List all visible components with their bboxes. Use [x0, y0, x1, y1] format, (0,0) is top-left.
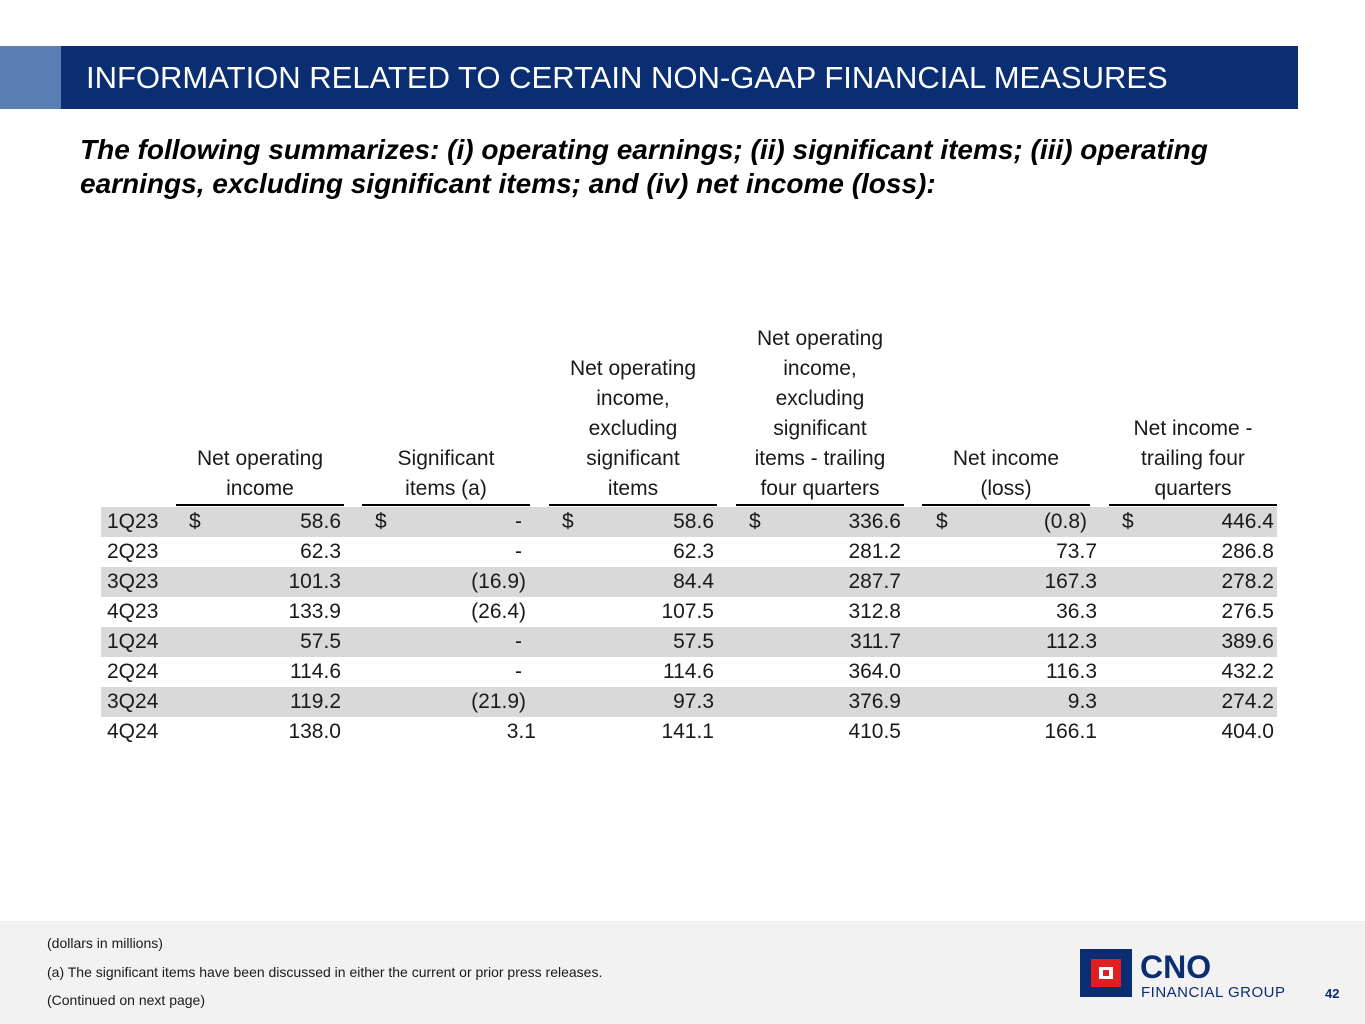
table-cell: 114.6 — [663, 660, 714, 683]
table-cell: 432.2 — [1221, 660, 1274, 683]
table-cell: 133.9 — [288, 600, 341, 623]
table-cell: 107.5 — [661, 600, 714, 623]
table-row: 2Q23 62.3 - 62.3 281.2 73.7 286.8 — [101, 537, 1277, 567]
column-header-6: Net income - trailing four quarters — [1109, 300, 1277, 506]
logo-subtitle: FINANCIAL GROUP — [1141, 984, 1286, 1001]
table-cell: 3.1 — [506, 720, 536, 743]
cno-logo-icon — [1080, 949, 1132, 997]
table-cell: - — [515, 540, 522, 563]
table-cell: 73.7 — [1056, 540, 1097, 563]
table-row: 3Q23 101.3 (16.9) 84.4 287.7 167.3 278.2 — [101, 567, 1277, 597]
table-cell: (26.4) — [471, 600, 526, 623]
table-cell: 166.1 — [1044, 720, 1097, 743]
table-cell: 286.8 — [1221, 540, 1274, 563]
table-row: 1Q24 57.5 - 57.5 311.7 112.3 389.6 — [101, 627, 1277, 657]
table-cell: (0.8) — [1043, 510, 1087, 533]
table-cell: 274.2 — [1221, 690, 1274, 713]
title-accent-block — [0, 46, 61, 109]
column-header-4: Net operating income, excluding signific… — [736, 300, 904, 506]
row-label: 4Q24 — [107, 720, 159, 743]
table-cell: 376.9 — [848, 690, 901, 713]
table-cell: 84.4 — [673, 570, 714, 593]
currency-symbol: $ — [189, 510, 201, 533]
table-cell: 364.0 — [848, 660, 901, 683]
table-cell: (21.9) — [471, 690, 526, 713]
table-cell: 58.6 — [300, 510, 341, 533]
table-cell: 36.3 — [1056, 600, 1097, 623]
continued-note: (Continued on next page) — [47, 992, 205, 1008]
table-cell: 119.2 — [290, 690, 341, 713]
table-cell: - — [515, 660, 522, 683]
table-row: 4Q23 133.9 (26.4) 107.5 312.8 36.3 276.5 — [101, 597, 1277, 627]
table-cell: 138.0 — [288, 720, 341, 743]
table-cell: - — [515, 510, 522, 533]
row-label: 3Q24 — [107, 690, 159, 713]
column-header-1: Net operating income — [176, 300, 344, 506]
row-label: 2Q23 — [107, 540, 159, 563]
row-label: 1Q23 — [107, 510, 159, 533]
table-cell: 167.3 — [1044, 570, 1097, 593]
table-cell: 62.3 — [673, 540, 714, 563]
currency-symbol: $ — [562, 510, 574, 533]
currency-symbol: $ — [749, 510, 761, 533]
table-cell: - — [515, 630, 522, 653]
row-label: 4Q23 — [107, 600, 159, 623]
table-cell: 57.5 — [673, 630, 714, 653]
table-cell: (16.9) — [471, 570, 526, 593]
column-header-5: Net income (loss) — [922, 300, 1090, 506]
table-cell: 311.7 — [850, 630, 901, 653]
table-cell: 62.3 — [300, 540, 341, 563]
table-cell: 276.5 — [1221, 600, 1274, 623]
table-row: 1Q23 $58.6 $ - $58.6 $336.6 $ (0.8) $446.4 — [101, 507, 1277, 537]
logo-name: CNO — [1140, 949, 1212, 985]
table-cell: 312.8 — [848, 600, 901, 623]
table-cell: 389.6 — [1221, 630, 1274, 653]
page-subtitle: The following summarizes: (i) operating … — [80, 134, 1208, 199]
table-cell: 57.5 — [300, 630, 341, 653]
table-cell: 97.3 — [673, 690, 714, 713]
table-cell: 287.7 — [848, 570, 901, 593]
table-cell: 116.3 — [1046, 660, 1097, 683]
footnote-a: (a) The significant items have been disc… — [47, 964, 603, 980]
table-cell: 336.6 — [848, 510, 901, 533]
currency-symbol: $ — [936, 510, 948, 533]
table-cell: 58.6 — [673, 510, 714, 533]
table-row: 4Q24 138.0 3.1 141.1 410.5 166.1 404.0 — [101, 717, 1277, 747]
currency-symbol: $ — [1122, 510, 1134, 533]
column-header-3: Net operating income, excluding signific… — [549, 300, 717, 506]
table-row: 3Q24 119.2 (21.9) 97.3 376.9 9.3 274.2 — [101, 687, 1277, 717]
footer-band — [0, 921, 1365, 1024]
page-title: INFORMATION RELATED TO CERTAIN NON-GAAP … — [61, 46, 1298, 109]
table-cell: 141.1 — [661, 720, 714, 743]
row-label: 2Q24 — [107, 660, 159, 683]
table-cell: 281.2 — [848, 540, 901, 563]
table-cell: 404.0 — [1221, 720, 1274, 743]
table-cell: 101.3 — [288, 570, 341, 593]
table-cell: 278.2 — [1221, 570, 1274, 593]
page-number: 42 — [1325, 986, 1340, 1001]
row-label: 1Q24 — [107, 630, 159, 653]
table-cell: 114.6 — [290, 660, 341, 683]
row-label: 3Q23 — [107, 570, 159, 593]
table-cell: 112.3 — [1046, 630, 1097, 653]
currency-symbol: $ — [375, 510, 387, 533]
column-header-2: Significant items (a) — [362, 300, 530, 506]
table-cell: 410.5 — [848, 720, 901, 743]
table-cell: 9.3 — [1067, 690, 1097, 713]
table-cell: 446.4 — [1221, 510, 1274, 533]
table-row: 2Q24 114.6 - 114.6 364.0 116.3 432.2 — [101, 657, 1277, 687]
units-note: (dollars in millions) — [47, 935, 163, 951]
